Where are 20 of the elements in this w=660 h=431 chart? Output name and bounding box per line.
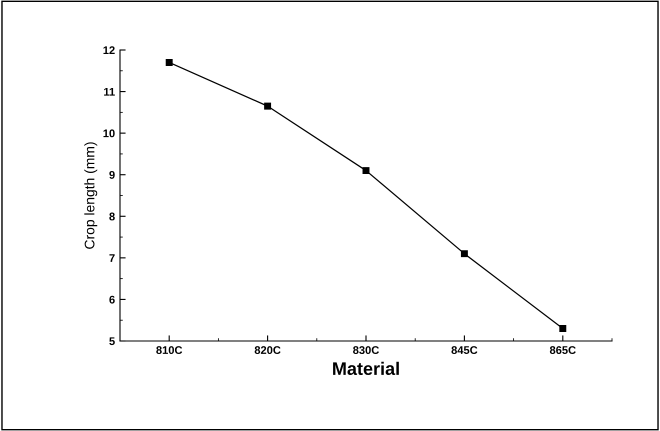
x-tick-label: 820C <box>254 346 281 354</box>
y-tick-label: 6 <box>109 296 115 304</box>
point <box>362 167 370 174</box>
point <box>559 325 566 332</box>
y-tick-label: 9 <box>109 170 115 179</box>
y-tick-label: 11 <box>104 88 115 96</box>
x-tick-label: 810C <box>156 346 182 354</box>
y-tick-label: 8 <box>109 212 115 220</box>
y-tick-label: 12 <box>103 46 115 54</box>
x-tick-label: 865C <box>550 346 576 354</box>
y-tick-label: 7 <box>109 254 115 262</box>
y-tick-label: 10 <box>103 129 115 138</box>
x-axis-title: Material <box>333 362 399 376</box>
point <box>264 102 272 110</box>
x-tick-label: 845C <box>451 346 478 354</box>
point <box>460 250 468 258</box>
y-tick-label: 5 <box>109 337 115 346</box>
point <box>166 59 173 66</box>
y-axis-title: Crop length (mm) <box>84 142 98 249</box>
x-tick-label: 830C <box>353 346 379 354</box>
